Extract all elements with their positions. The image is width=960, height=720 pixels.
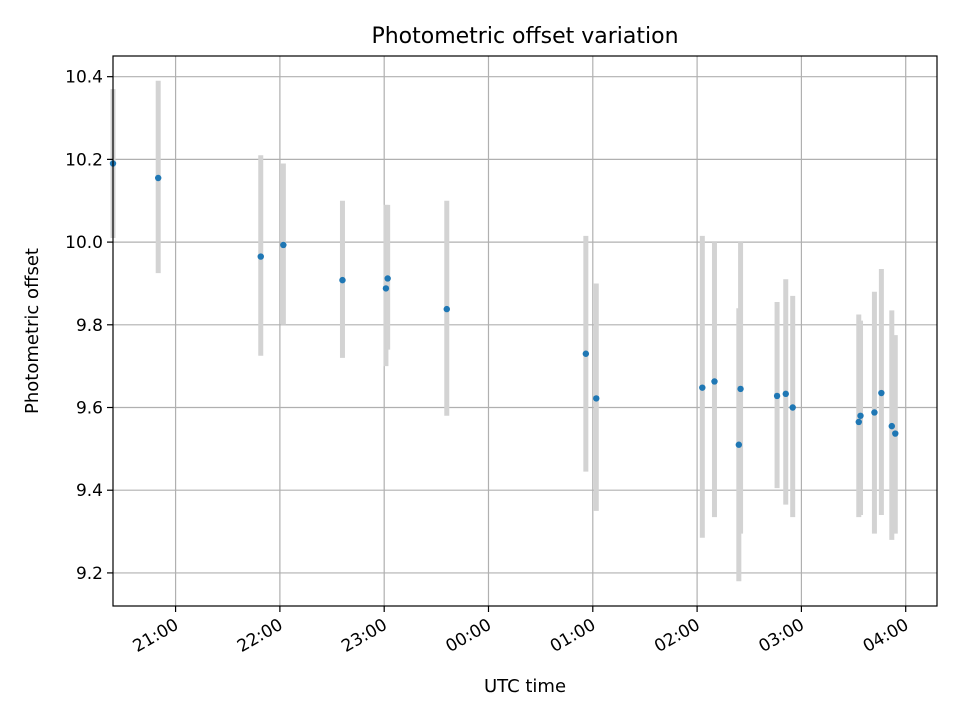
data-points bbox=[109, 160, 899, 448]
data-point bbox=[154, 174, 162, 182]
x-tick-label: 22:00 bbox=[234, 615, 286, 657]
y-tick-label: 10.0 bbox=[65, 233, 103, 253]
x-tick-label: 02:00 bbox=[651, 615, 703, 657]
data-point bbox=[782, 390, 789, 398]
x-tick-label: 23:00 bbox=[338, 615, 390, 657]
grid bbox=[113, 56, 937, 606]
x-tick-label: 01:00 bbox=[547, 615, 599, 657]
data-point bbox=[892, 430, 899, 437]
data-point bbox=[789, 404, 796, 411]
x-axis-label: UTC time bbox=[484, 676, 566, 697]
data-point bbox=[699, 384, 706, 391]
data-point bbox=[443, 305, 450, 313]
data-point bbox=[257, 253, 264, 260]
y-tick-label: 9.4 bbox=[76, 481, 103, 501]
data-point bbox=[888, 422, 896, 430]
chart-title: Photometric offset variation bbox=[371, 24, 678, 49]
data-point bbox=[582, 350, 590, 357]
data-point bbox=[855, 418, 862, 426]
data-point bbox=[384, 275, 391, 282]
x-tick-label: 21:00 bbox=[130, 615, 182, 657]
data-point bbox=[737, 385, 744, 393]
y-tick-label: 9.6 bbox=[76, 399, 103, 419]
data-point bbox=[593, 395, 600, 402]
y-tick-label: 10.2 bbox=[65, 150, 103, 170]
x-tick-label: 04:00 bbox=[860, 615, 912, 657]
data-point bbox=[735, 441, 743, 448]
x-tick-label: 03:00 bbox=[755, 615, 807, 657]
data-point bbox=[871, 409, 878, 416]
y-tick-label: 9.8 bbox=[76, 316, 103, 336]
data-point bbox=[857, 412, 864, 419]
data-point bbox=[878, 389, 885, 397]
data-point bbox=[773, 392, 781, 400]
x-tick-label: 00:00 bbox=[443, 615, 495, 657]
data-point bbox=[339, 276, 346, 284]
data-point bbox=[711, 378, 718, 385]
y-tick-label: 9.2 bbox=[76, 564, 103, 584]
plot-frame bbox=[112, 55, 938, 607]
errorbars bbox=[110, 80, 898, 582]
y-tick-label: 10.4 bbox=[65, 68, 103, 88]
data-point bbox=[280, 241, 287, 249]
y-axis-label: Photometric offset bbox=[22, 248, 43, 414]
data-point bbox=[382, 285, 390, 292]
